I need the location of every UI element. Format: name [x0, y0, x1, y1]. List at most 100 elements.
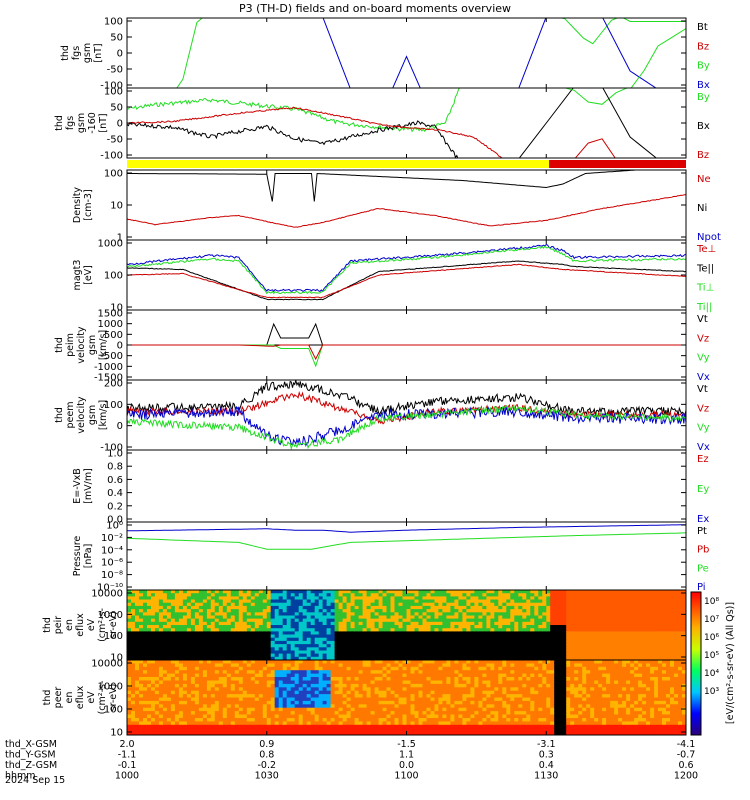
spectrogram-cell [338, 605, 344, 610]
spectrogram-cell [278, 694, 284, 699]
vel-vt-trace [127, 322, 686, 346]
spectrogram-cell [398, 721, 404, 726]
spectrogram-cell [210, 644, 216, 648]
spectrogram-cell [414, 615, 420, 620]
spectrogram-cell [242, 609, 248, 613]
spectrogram-cell [634, 631, 639, 636]
spectrogram-cell [162, 663, 168, 668]
spectrogram-cell [290, 599, 296, 604]
spectrogram-cell [674, 640, 679, 645]
spectrogram-cell [634, 628, 639, 632]
spectrogram-cell [238, 666, 244, 671]
spectrogram-cell [350, 593, 356, 597]
spectrogram-cell [550, 631, 555, 636]
spectrogram-cell [166, 634, 172, 639]
spectrogram-cell [135, 640, 140, 645]
spectrogram-cell [526, 656, 531, 660]
spectrogram-cell [170, 714, 176, 719]
spectrogram-cell [166, 650, 172, 655]
spectrogram-cell [358, 625, 364, 629]
spectrogram-cell [302, 621, 308, 626]
spectrogram-cell [139, 660, 144, 664]
spectrogram-cell [390, 704, 396, 709]
spectrogram-cell [158, 599, 164, 604]
spectrogram-cell [310, 677, 316, 681]
spectrogram-cell [154, 728, 160, 733]
spectrogram-cell [318, 673, 324, 678]
spectrogram-cell [462, 599, 467, 604]
spectrogram-cell [258, 687, 264, 692]
spectrogram-cell [174, 724, 180, 729]
spectrogram-cell [306, 612, 312, 617]
spectrogram-cell [402, 621, 408, 626]
spectrogram-cell [594, 647, 599, 652]
y-tick-label: 10⁻⁶ [101, 558, 123, 569]
spectrogram-cell [378, 621, 384, 626]
spectrogram-cell [422, 656, 428, 660]
spectrogram-cell [238, 724, 244, 729]
y-tick-label: 1.0 [107, 449, 123, 460]
spectrogram-cell [135, 697, 140, 702]
spectrogram-cell [286, 731, 292, 735]
spectrogram-cell [135, 718, 140, 722]
spectrogram-cell [458, 637, 463, 642]
spectrogram-cell [266, 650, 272, 655]
spectrogram-cell [230, 628, 236, 632]
spectrogram-cell [318, 731, 324, 735]
spectrogram-cell [258, 634, 264, 639]
spectrogram-cell [214, 637, 220, 642]
spectrogram-cell [294, 609, 300, 613]
spectrogram-cell [582, 650, 587, 655]
spectrogram-cell [354, 596, 360, 601]
y-tick-label: 0 [117, 119, 123, 130]
spectrogram-cell [362, 718, 368, 722]
spectrogram-cell [602, 615, 607, 620]
spectrogram-cell [426, 650, 432, 655]
spectrogram-cell [147, 670, 152, 675]
spectrogram-cell [282, 704, 288, 709]
spectrogram-cell [282, 724, 288, 729]
spectrogram-cell [514, 625, 519, 629]
y-tick-label: 10⁻¹⁰ [97, 583, 123, 594]
spectrogram-cell [214, 631, 220, 636]
y-tick-label: -500 [100, 351, 123, 362]
spectrogram-cell [518, 609, 523, 613]
spectrogram-cell [554, 596, 559, 601]
spectrogram-cell [446, 596, 451, 601]
spectrogram-cell [210, 714, 216, 719]
mode-bar-yellow [127, 160, 550, 168]
spectrogram-cell [546, 590, 551, 594]
spectrogram-cell [270, 704, 276, 709]
spectrogram-cell [322, 634, 328, 639]
spectrogram-cell [298, 625, 304, 629]
y-axis-label: [km/s] [98, 330, 109, 360]
spectrogram-cell [158, 731, 164, 735]
spectrogram-cell [154, 599, 160, 604]
spectrogram-cell [154, 650, 160, 655]
spectrogram-cell [202, 718, 208, 722]
spectrogram-cell [414, 625, 420, 629]
spectrogram-cell [442, 609, 447, 613]
spectrogram-cell [162, 670, 168, 675]
spectrogram-cell [362, 621, 368, 626]
spectrogram-cell [306, 680, 312, 685]
spectrogram-cell [538, 653, 543, 658]
spectrogram-cell [674, 650, 679, 655]
spectrogram-cell [538, 631, 543, 636]
y-axis-label: peim [65, 333, 76, 357]
spectrogram-cell [634, 612, 639, 617]
spectrogram-cell [394, 605, 400, 610]
spectrogram-cell [270, 687, 276, 692]
spectrogram-cell [274, 683, 280, 688]
spectrogram-cell [270, 644, 276, 648]
temp-tipar-trace [127, 245, 686, 295]
spectrogram-cell [414, 656, 420, 660]
spectrogram-cell [330, 644, 336, 648]
temp-tepar-trace [127, 260, 686, 301]
spectrogram-cell [642, 599, 647, 604]
spectrogram-cell [139, 700, 144, 705]
spectrogram-cell [366, 615, 372, 620]
spectrogram-cell [246, 656, 252, 660]
spectrogram-cell [143, 683, 148, 688]
spectrogram-cell [278, 609, 284, 613]
